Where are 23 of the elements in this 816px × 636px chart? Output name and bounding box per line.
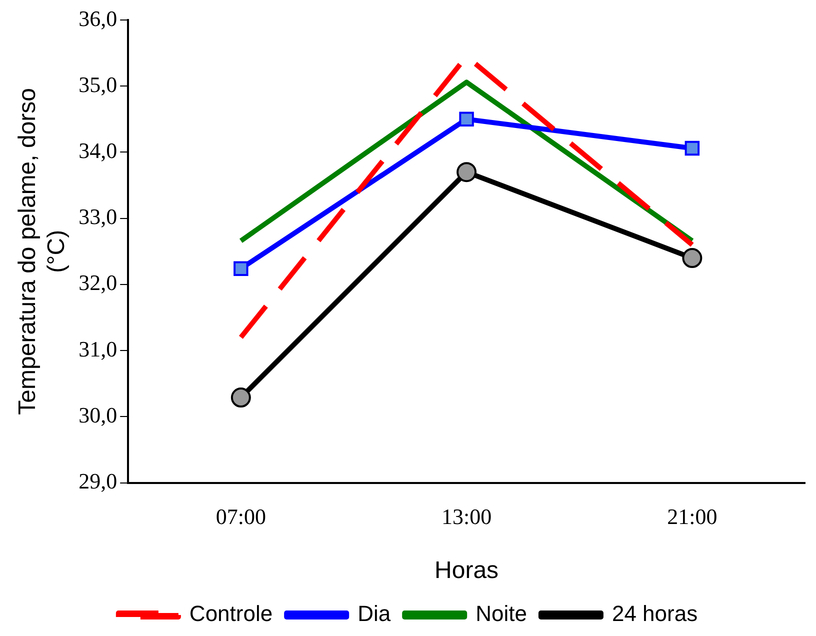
point bbox=[230, 388, 251, 408]
legend-label: Noite bbox=[476, 601, 527, 626]
point bbox=[234, 261, 248, 276]
point bbox=[459, 112, 474, 127]
y-axis-title: Temperatura do pelame, dorso (°C) bbox=[14, 88, 70, 415]
legend-label: Controle bbox=[189, 601, 273, 626]
y-tick-label: 30,0 bbox=[78, 402, 118, 428]
point bbox=[684, 140, 700, 156]
y-tick-label: 34,0 bbox=[78, 138, 118, 164]
y-tick-label: 33,0 bbox=[78, 204, 118, 230]
point bbox=[682, 248, 702, 268]
y-tick-label: 29,0 bbox=[78, 468, 118, 494]
x-axis-title: Horas bbox=[434, 557, 499, 584]
y-tick-label: 32,0 bbox=[78, 270, 118, 296]
y-tick-label: 35,0 bbox=[78, 72, 118, 97]
x-tick-label: 21:00 bbox=[667, 504, 718, 529]
x-tick-label: 13:00 bbox=[441, 504, 492, 529]
legend-label: 24 horas bbox=[612, 601, 698, 626]
y-tick-label: 36,0 bbox=[78, 6, 118, 31]
x-tick-label: 07:00 bbox=[216, 504, 266, 529]
y-tick-label: 31,0 bbox=[78, 336, 118, 362]
legend-label: Dia bbox=[358, 601, 392, 626]
point bbox=[456, 162, 477, 182]
